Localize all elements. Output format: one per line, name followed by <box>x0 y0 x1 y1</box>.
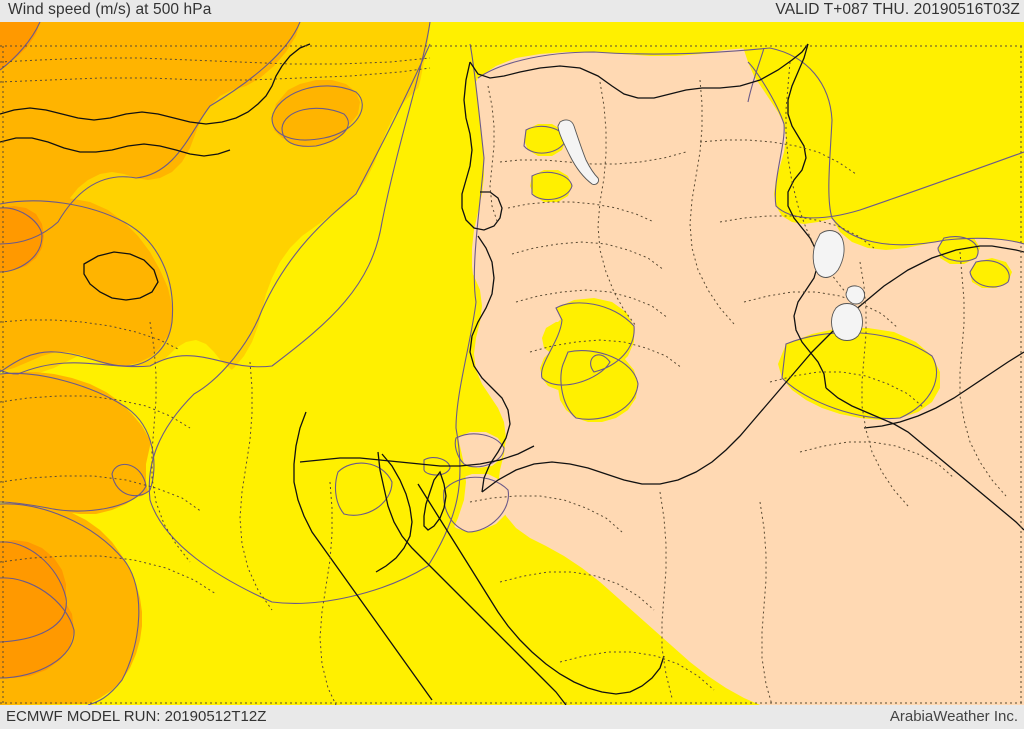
footer-bar: ECMWF MODEL RUN: 20190512T12Z ArabiaWeat… <box>0 705 1024 729</box>
fill-dot-15-20-a <box>554 314 610 350</box>
header-bar: Wind speed (m/s) at 500 hPa VALID T+087 … <box>0 0 1024 22</box>
map-canvas[interactable] <box>0 22 1024 705</box>
contour-lines <box>0 22 1024 705</box>
lakes <box>557 119 865 341</box>
fill-intrusion-15-20-ne <box>742 44 1024 224</box>
admin-boundaries <box>0 45 1024 705</box>
country-borders <box>0 43 1024 705</box>
model-run-label: ECMWF MODEL RUN: 20190512T12Z <box>6 708 267 725</box>
fill-blob-25-30-mid <box>0 372 158 514</box>
fill-band-25-30 <box>0 22 300 244</box>
fill-intrusion-15-20-b <box>558 348 638 422</box>
fill-intrusion-15-20-d <box>530 170 572 202</box>
fill-band-30-35-bottomleft2 <box>0 576 74 678</box>
fill-patch-25-30-b <box>282 104 348 146</box>
page-title: Wind speed (m/s) at 500 hPa <box>8 1 212 18</box>
fill-band-30-35-left <box>0 206 44 272</box>
fill-lobe-15-20-iraq <box>778 328 940 420</box>
fill-patch-10-15-d <box>456 432 504 468</box>
fill-intrusion-15-20-coast <box>146 44 484 608</box>
valid-time-label: VALID T+087 THU. 20190516T03Z <box>775 1 1020 18</box>
fill-intrusion-15-20-e <box>524 124 566 156</box>
map-svg <box>0 22 1024 705</box>
fill-dot-15-20-b <box>970 258 1012 288</box>
brand-label: ArabiaWeather Inc. <box>889 708 1018 725</box>
